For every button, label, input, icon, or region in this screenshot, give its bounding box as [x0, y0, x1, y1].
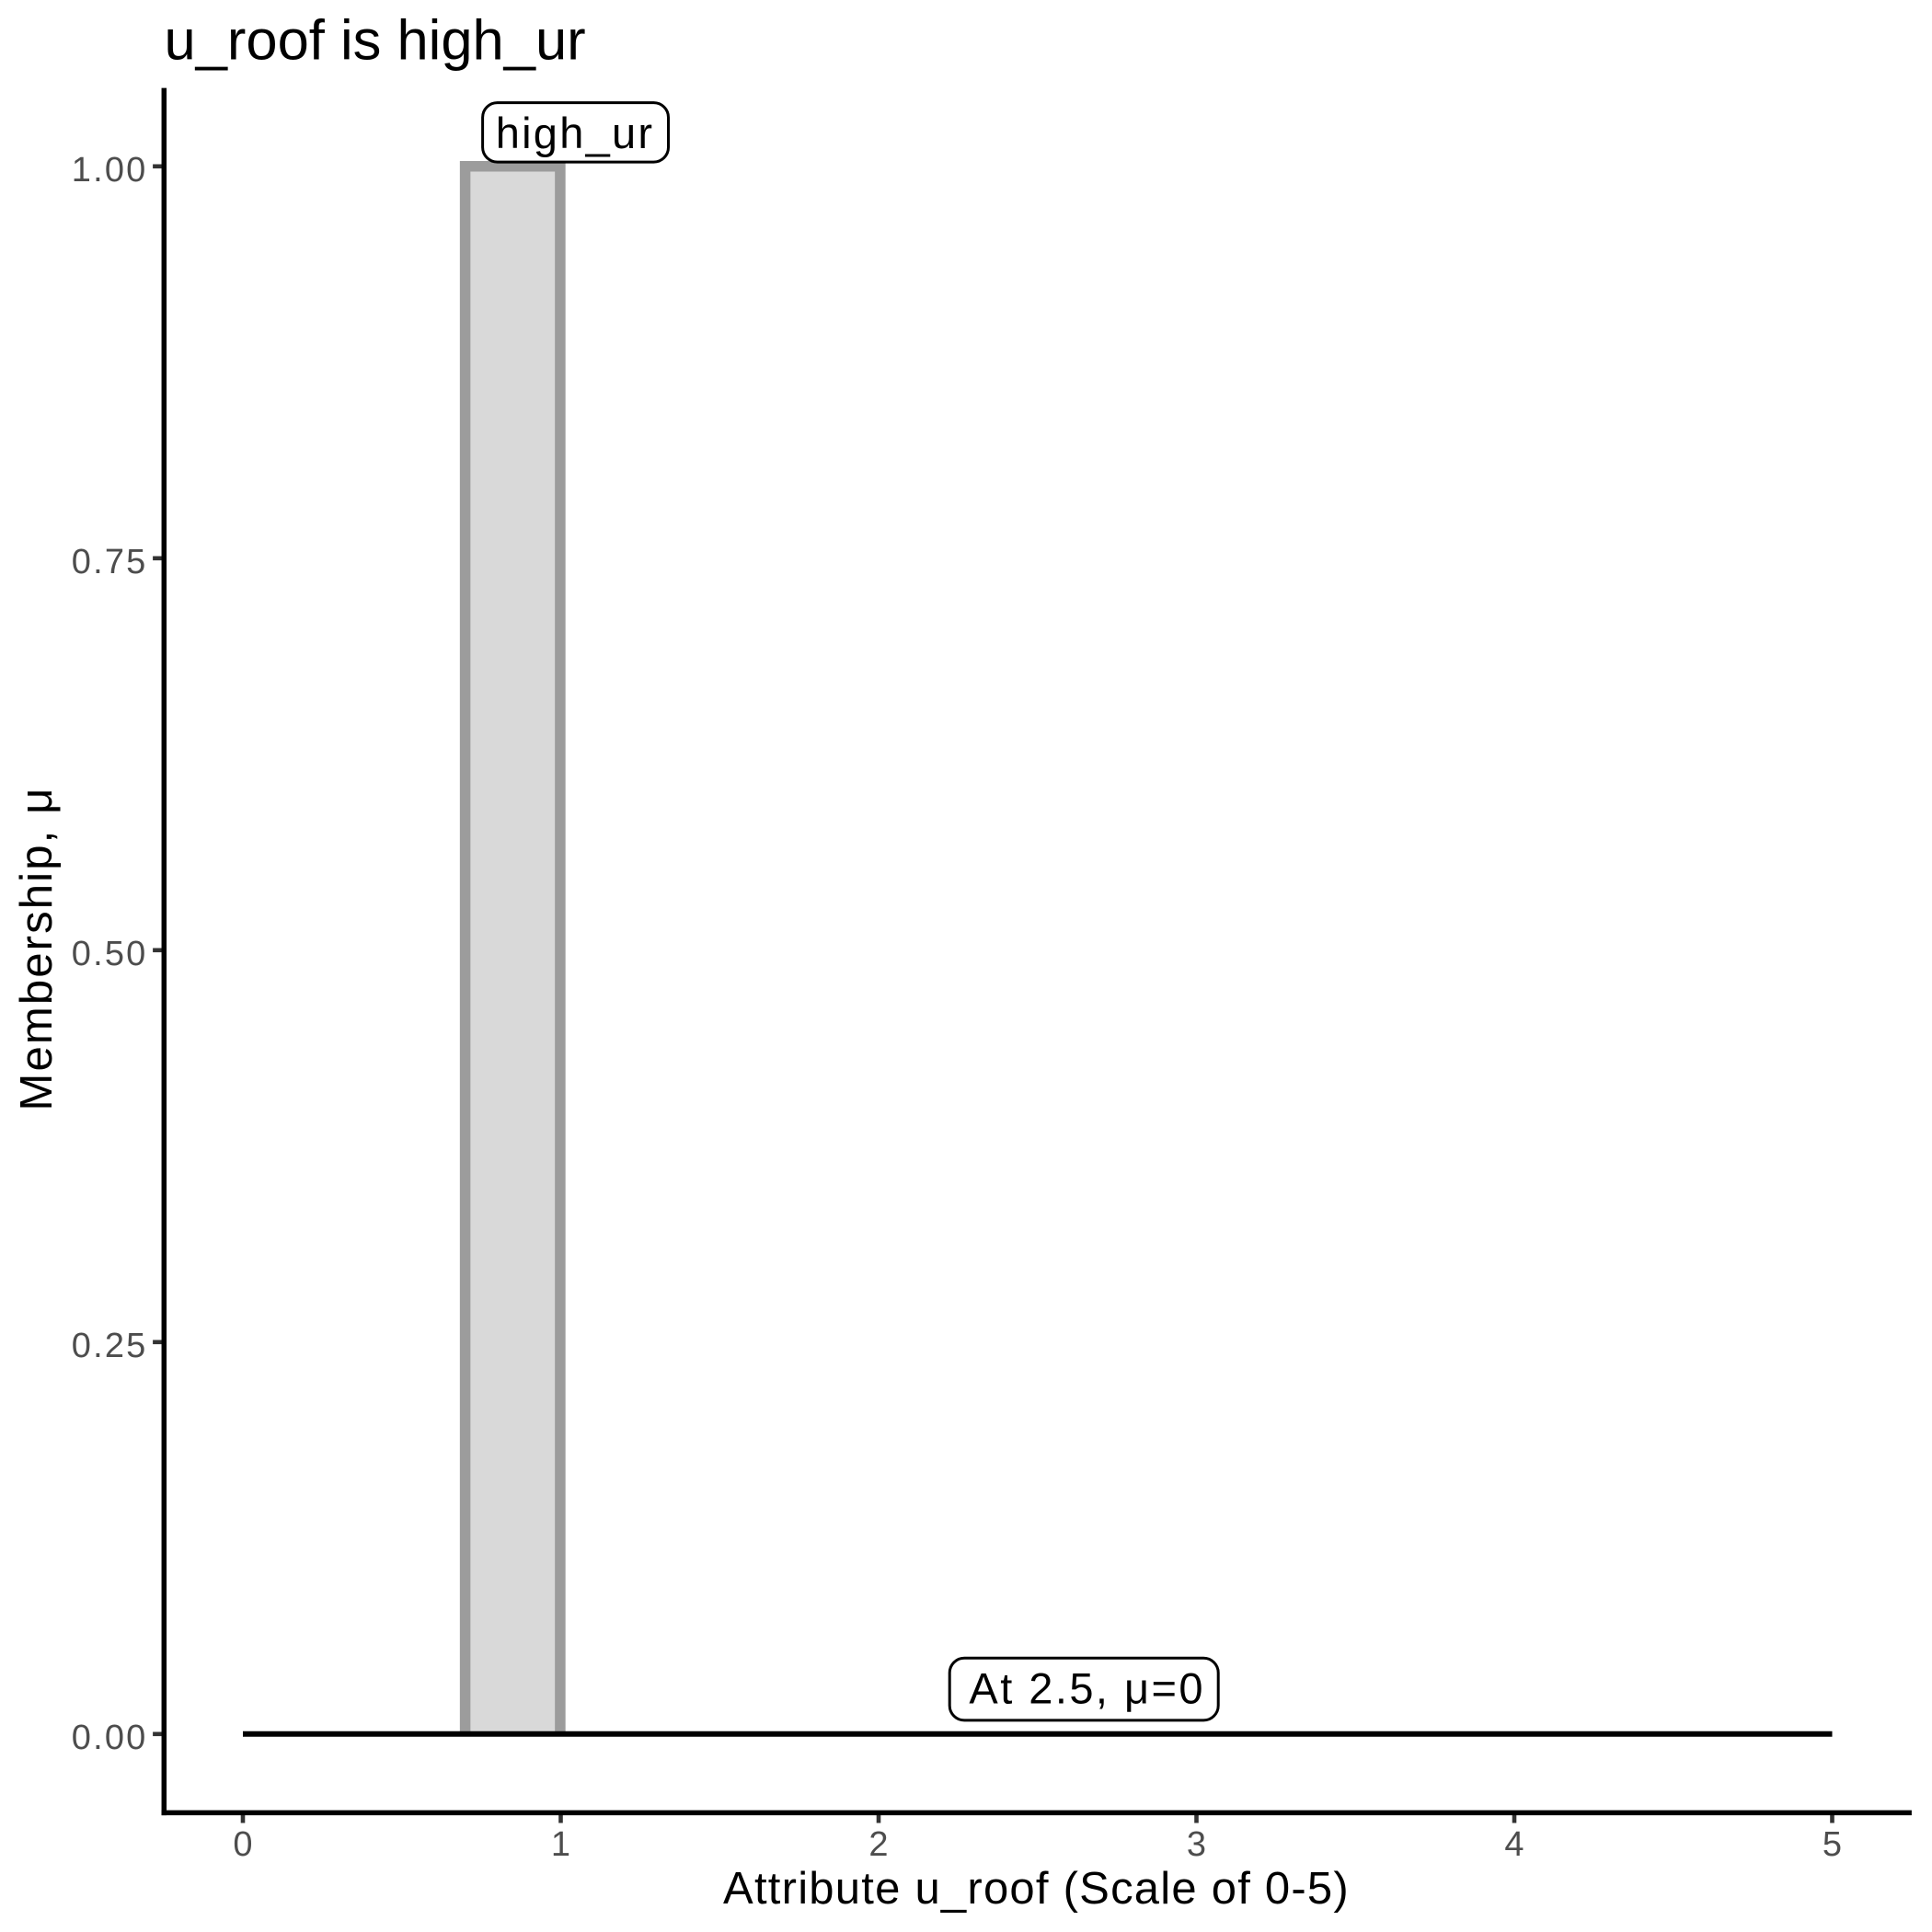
svg-text:Attribute u_roof (Scale of 0-5: Attribute u_roof (Scale of 0-5) [723, 1864, 1350, 1914]
svg-text:5: 5 [1823, 1825, 1842, 1864]
svg-text:3: 3 [1187, 1825, 1206, 1864]
svg-text:0.25: 0.25 [72, 1327, 148, 1365]
svg-text:1.00: 1.00 [72, 151, 148, 190]
svg-text:Membership, μ: Membership, μ [12, 786, 62, 1110]
svg-text:0.00: 0.00 [72, 1719, 148, 1757]
svg-text:At 2.5, μ=0: At 2.5, μ=0 [969, 1664, 1205, 1713]
svg-text:0.75: 0.75 [72, 543, 148, 581]
svg-text:4: 4 [1504, 1825, 1524, 1864]
svg-text:0: 0 [233, 1825, 252, 1864]
svg-text:1: 1 [551, 1825, 570, 1864]
svg-text:2: 2 [868, 1825, 888, 1864]
svg-text:0.50: 0.50 [72, 935, 148, 973]
svg-text:high_ur: high_ur [496, 109, 654, 157]
svg-text:u_roof is high_ur: u_roof is high_ur [165, 9, 586, 73]
